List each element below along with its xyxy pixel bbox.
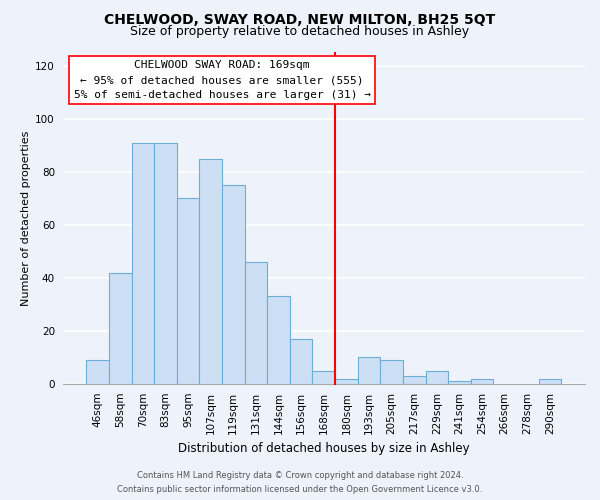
Bar	[358, 358, 380, 384]
Bar	[222, 185, 245, 384]
Bar	[425, 370, 448, 384]
Bar	[335, 378, 358, 384]
Bar	[109, 272, 131, 384]
Bar	[313, 370, 335, 384]
Bar	[177, 198, 199, 384]
Bar	[245, 262, 267, 384]
Text: Size of property relative to detached houses in Ashley: Size of property relative to detached ho…	[130, 25, 470, 38]
Bar	[539, 378, 561, 384]
Text: Contains HM Land Registry data © Crown copyright and database right 2024.
Contai: Contains HM Land Registry data © Crown c…	[118, 472, 482, 494]
Text: CHELWOOD, SWAY ROAD, NEW MILTON, BH25 5QT: CHELWOOD, SWAY ROAD, NEW MILTON, BH25 5Q…	[104, 12, 496, 26]
Bar	[471, 378, 493, 384]
Y-axis label: Number of detached properties: Number of detached properties	[21, 130, 31, 306]
Bar	[448, 382, 471, 384]
Bar	[154, 142, 177, 384]
Bar	[131, 142, 154, 384]
Bar	[290, 339, 313, 384]
Bar	[267, 296, 290, 384]
X-axis label: Distribution of detached houses by size in Ashley: Distribution of detached houses by size …	[178, 442, 470, 455]
Bar	[86, 360, 109, 384]
Bar	[380, 360, 403, 384]
Text: CHELWOOD SWAY ROAD: 169sqm
← 95% of detached houses are smaller (555)
5% of semi: CHELWOOD SWAY ROAD: 169sqm ← 95% of deta…	[74, 60, 371, 100]
Bar	[199, 158, 222, 384]
Bar	[403, 376, 425, 384]
